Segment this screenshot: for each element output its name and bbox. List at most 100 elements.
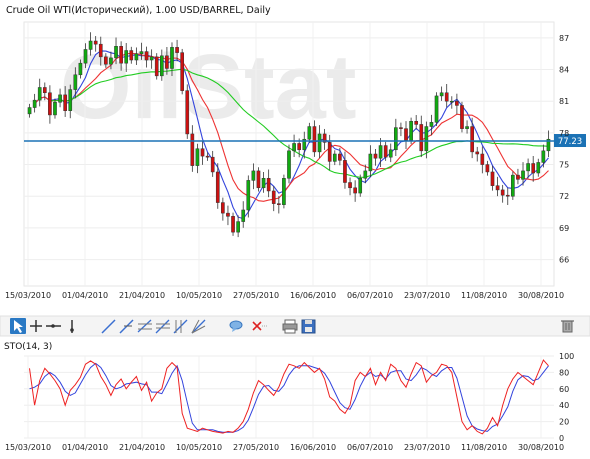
fan-icon[interactable] [155,319,170,334]
candle-body [434,95,439,123]
candle-body [480,153,485,165]
delete-icon[interactable] [252,321,268,331]
candle-body [261,178,266,189]
candle-body [327,142,332,162]
channel-icon[interactable] [137,319,152,333]
stochastic-x-tick-label: 06/07/2010 [347,443,393,452]
vertical-line-icon[interactable] [70,320,74,333]
price-x-tick-label: 27/05/2010 [233,291,279,300]
crosshair-icon[interactable] [30,320,42,332]
price-x-tick-label: 21/04/2010 [119,291,165,300]
stochastic-x-tick-label: 21/04/2010 [119,443,165,452]
candle-body [495,185,500,191]
stochastic-x-tick-label: 30/08/2010 [518,443,564,452]
trash-icon[interactable] [561,320,574,333]
candle-body [58,94,62,103]
candle-body [460,105,464,129]
candle-body [124,50,129,64]
price-x-tick-label: 11/08/2010 [461,291,507,300]
candle-body [68,89,73,111]
candle-body [53,102,57,116]
candle-body [348,182,352,189]
candle-body [455,100,459,106]
candle-body [109,57,113,65]
candle-body [139,51,144,54]
price-x-tick-label: 15/03/2010 [5,291,51,300]
price-y-tick-label: 78 [559,129,569,138]
candle-body [516,174,520,180]
trend-line-icon[interactable] [101,319,116,334]
price-level-line[interactable]: 77.23 [24,134,586,148]
candle-body [353,187,357,194]
candle-body [63,94,67,111]
candle-body [485,164,490,173]
price-chart[interactable]: OilStat 77.23 66 69 72 75 78 81 84 87 15/03/201… [5,21,586,300]
stochastic-y-tick-label: 0 [559,434,564,443]
candle-body [526,163,530,172]
price-x-tick-label: 10/05/2010 [176,291,222,300]
candle-body [78,62,83,76]
candle-body [297,143,302,151]
candle-body [449,100,454,103]
stochastic-x-tick-label: 10/05/2010 [176,443,222,452]
candle-body [404,128,408,141]
price-y-tick-label: 75 [559,161,569,170]
candle-body [236,221,240,233]
candle-body [368,153,373,172]
candle-body [200,148,205,157]
candle-body [175,47,179,53]
candle-body [536,162,541,174]
stochastic-chart[interactable]: STO(14, 3) 0 20 40 60 80 100 15/03/2010 01/04/… [4,342,574,452]
stochastic-x-tick-label: 01/04/2010 [62,443,108,452]
candle-body [241,209,246,222]
candle-body [332,153,337,162]
fibonacci-icon[interactable] [173,319,188,334]
ray-line-icon[interactable] [119,319,134,334]
candle-body [190,133,195,166]
gann-icon[interactable] [191,319,206,334]
candle-body [338,153,342,161]
candle-body [83,49,88,64]
candle-body [256,170,261,189]
candle-body [119,46,123,64]
price-level-tag [554,134,586,148]
stochastic-x-axis: 15/03/2010 01/04/2010 21/04/2010 10/05/2010… [5,443,564,452]
candle-body [378,145,383,159]
stochastic-d-line [29,362,549,433]
candle-body [210,156,215,173]
price-y-tick-label: 66 [559,256,569,265]
candle-body [470,126,474,153]
save-icon[interactable] [301,319,316,334]
candle-body [363,170,368,179]
comment-icon[interactable] [229,320,243,332]
price-x-tick-label: 30/08/2010 [518,291,564,300]
print-icon[interactable] [282,319,298,334]
candle-body [358,178,363,194]
candle-body [271,190,276,204]
candle-body [531,163,536,174]
candle-body [159,55,164,77]
candle-body [180,52,184,91]
candle-body [134,53,139,61]
candle-body [73,74,78,90]
candle-body [409,121,413,141]
price-x-tick-label: 16/06/2010 [290,291,336,300]
candle-body [429,122,434,127]
stochastic-grid [24,355,554,439]
stochastic-k-line [29,359,549,435]
candle-body [93,40,98,45]
cursor-icon[interactable] [10,318,26,334]
candle-body [287,150,291,179]
stochastic-lines [29,359,549,435]
candle-body [541,150,546,163]
stochastic-y-axis: 0 20 40 60 80 100 [559,352,574,443]
candle-body [282,178,286,205]
price-y-tick-label: 81 [559,97,569,106]
candle-body [221,202,225,214]
candle-body [129,50,134,61]
horizontal-line-icon[interactable] [46,324,61,328]
stochastic-x-tick-label: 11/08/2010 [461,443,507,452]
candle-body [343,160,347,183]
candle-body [246,180,251,211]
price-x-axis: 15/03/2010 01/04/2010 21/04/2010 10/05/2010… [5,291,564,300]
